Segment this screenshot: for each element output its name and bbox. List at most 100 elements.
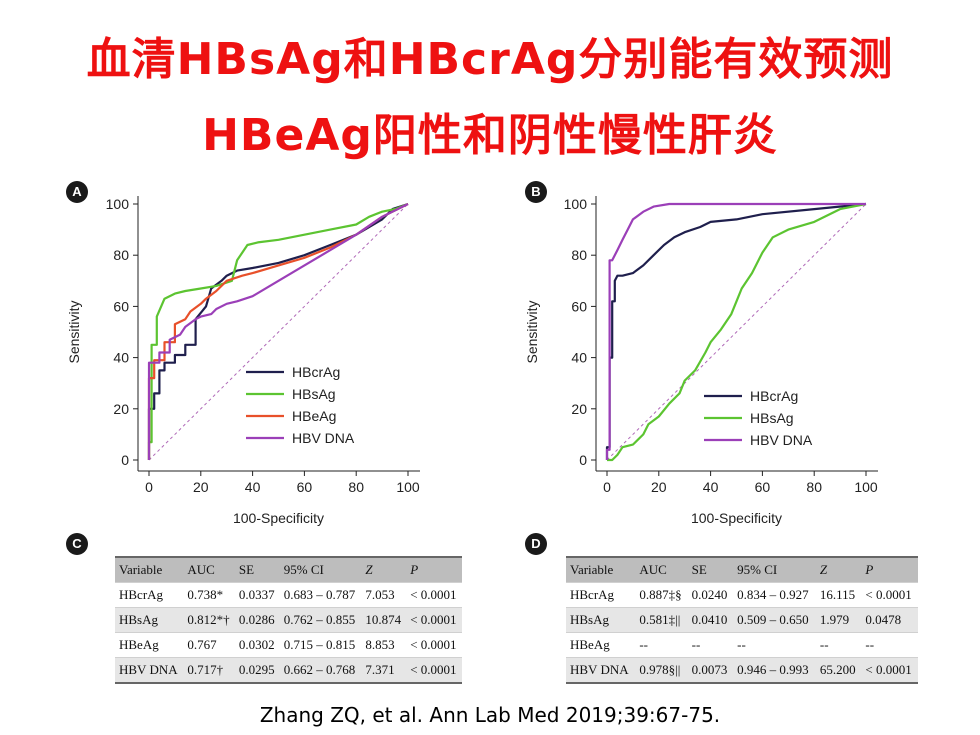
table-cell: < 0.0001 <box>406 657 462 684</box>
table-cell: 0.762 – 0.855 <box>279 607 362 633</box>
roc-line-hbv-dna <box>147 203 409 460</box>
table-cell: 0.946 – 0.993 <box>733 657 816 684</box>
table-cell: 7.053 <box>361 582 407 608</box>
table-cell: HBsAg <box>566 607 636 633</box>
table-cell: 0.0295 <box>234 657 280 684</box>
table-cell: 0.0286 <box>234 607 280 633</box>
y-tick-label: 0 <box>579 452 587 468</box>
table-cell: < 0.0001 <box>861 657 918 684</box>
table-cell: HBsAg <box>115 607 184 633</box>
table-cell: < 0.0001 <box>406 632 462 658</box>
y-tick-label: 100 <box>106 196 130 212</box>
col-header: P <box>406 556 462 583</box>
col-header: AUC <box>183 556 235 583</box>
table-cell: -- <box>733 632 816 658</box>
table-cell: 0.715 – 0.815 <box>279 632 362 658</box>
y-tick-label: 80 <box>113 247 129 263</box>
table-row: HBcrAg 0.738* 0.0337 0.683 – 0.787 7.053… <box>115 582 462 608</box>
table-cell: 1.979 <box>815 607 862 633</box>
col-header: SE <box>687 556 734 583</box>
slide-title-line-2: HBeAg阳性和阴性慢性肝炎 <box>202 110 778 161</box>
table-row: HBsAg 0.812*† 0.0286 0.762 – 0.855 10.87… <box>115 607 462 633</box>
col-header: Z <box>361 556 407 583</box>
table-cell: -- <box>815 632 862 658</box>
table-cell: 0.662 – 0.768 <box>279 657 362 684</box>
col-header: Z <box>815 556 862 583</box>
table-cell: < 0.0001 <box>861 582 918 608</box>
table-cell: 0.683 – 0.787 <box>279 582 362 608</box>
legend-label-hbsag: HBsAg <box>750 410 794 426</box>
y-axis-title: Sensitivity <box>524 300 540 363</box>
x-tick-label: 60 <box>297 479 313 495</box>
table-cell: 0.812*† <box>183 607 235 633</box>
table-cell: 65.200 <box>815 657 862 684</box>
x-tick-label: 0 <box>603 479 611 495</box>
y-tick-label: 100 <box>564 196 588 212</box>
y-axis-title: Sensitivity <box>66 300 82 363</box>
table-row: HBV DNA 0.978§|| 0.0073 0.946 – 0.993 65… <box>566 657 918 684</box>
table-cell: < 0.0001 <box>406 607 462 633</box>
x-tick-label: 20 <box>193 479 209 495</box>
table-row: HBeAg 0.767 0.0302 0.715 – 0.815 8.853 <… <box>115 632 462 658</box>
table-cell: 0.581‡|| <box>635 607 688 633</box>
panel-label-b: B <box>525 181 547 203</box>
table-cell: 0.0410 <box>687 607 734 633</box>
table-row: HBsAg 0.581‡|| 0.0410 0.509 – 0.650 1.97… <box>566 607 918 633</box>
x-tick-label: 80 <box>348 479 364 495</box>
table-cell: 0.509 – 0.650 <box>733 607 816 633</box>
table-cell: HBeAg <box>566 632 636 658</box>
x-tick-label: 100 <box>854 479 878 495</box>
table-cell: 16.115 <box>815 582 862 608</box>
x-tick-label: 60 <box>755 479 771 495</box>
table-cell: -- <box>635 632 688 658</box>
table-row: HBcrAg 0.887‡§ 0.0240 0.834 – 0.927 16.1… <box>566 582 918 608</box>
table-cell: 0.717† <box>183 657 235 684</box>
y-tick-label: 40 <box>113 350 129 366</box>
legend-label-hbv-dna: HBV DNA <box>292 430 355 446</box>
table-cell: 8.853 <box>361 632 407 658</box>
slide-title-line-1: 血清HBsAg和HBcrAg分别能有效预测 <box>86 34 894 85</box>
citation: Zhang ZQ, et al. Ann Lab Med 2019;39:67-… <box>259 703 721 727</box>
table-cell: 0.0073 <box>687 657 734 684</box>
table-row: HBV DNA 0.717† 0.0295 0.662 – 0.768 7.37… <box>115 657 462 684</box>
legend-label-hbv-dna: HBV DNA <box>750 432 813 448</box>
table-cell: 0.0337 <box>234 582 280 608</box>
table-cell: 0.0478 <box>861 607 918 633</box>
table-row: HBeAg -- -- -- -- -- <box>566 632 918 658</box>
panel-label-a: A <box>66 181 88 203</box>
legend-label-hbcrag: HBcrAg <box>750 388 798 404</box>
y-tick-label: 20 <box>571 401 587 417</box>
col-header: P <box>861 556 918 583</box>
table-cell: 0.767 <box>183 632 235 658</box>
table-cell: 7.371 <box>361 657 407 684</box>
x-axis-title: 100-Specificity <box>691 510 782 526</box>
roc-line-hbcrag <box>605 202 867 460</box>
roc-chart-b: 0 20 40 60 80 100 0 20 40 60 80 100 100-Specificity S… <box>524 196 878 526</box>
table-cell: -- <box>861 632 918 658</box>
legend-label-hbsag: HBsAg <box>292 386 336 402</box>
table-cell: < 0.0001 <box>406 582 462 608</box>
x-tick-label: 20 <box>651 479 667 495</box>
table-cell: -- <box>687 632 734 658</box>
table-cell: 0.978§|| <box>635 657 688 684</box>
col-header: 95% CI <box>733 556 816 583</box>
table-cell: 0.887‡§ <box>635 582 688 608</box>
roc-line-hbv-dna <box>605 202 866 460</box>
table-cell: HBcrAg <box>566 582 636 608</box>
y-tick-label: 40 <box>571 350 587 366</box>
roc-line-hbsag <box>607 202 867 462</box>
x-tick-label: 40 <box>245 479 261 495</box>
roc-chart-a: 0 20 40 60 80 100 0 20 40 60 80 100 100-Specificity S… <box>66 196 420 526</box>
y-tick-label: 60 <box>571 298 587 314</box>
table-cell: HBeAg <box>115 632 184 658</box>
col-header: 95% CI <box>279 556 362 583</box>
table-cell: 0.834 – 0.927 <box>733 582 816 608</box>
y-tick-label: 0 <box>121 452 129 468</box>
table-cell: HBV DNA <box>115 657 184 684</box>
x-axis-title: 100-Specificity <box>233 510 324 526</box>
legend-label-hbcrag: HBcrAg <box>292 364 340 380</box>
x-tick-label: 0 <box>145 479 153 495</box>
roc-line-hbsag <box>147 202 409 460</box>
table-cell: HBV DNA <box>566 657 636 684</box>
stats-table-c: Variable AUC SE 95% CI Z P HBcrAg 0.738*… <box>115 556 462 684</box>
